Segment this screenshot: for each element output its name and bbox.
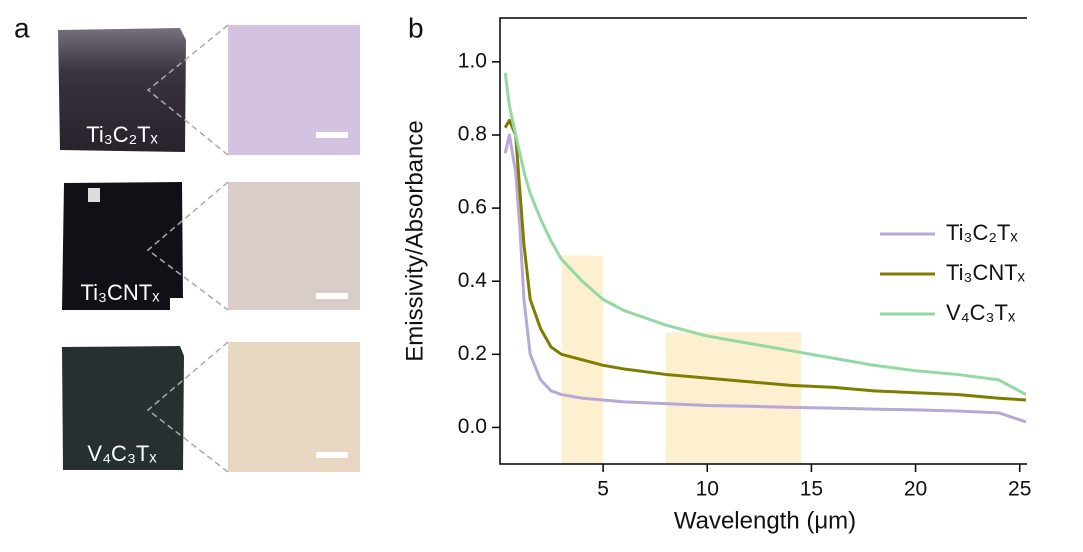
y-tick-label: 0.4	[458, 269, 488, 292]
y-tick-label: 0.8	[458, 123, 487, 146]
data-line	[503, 118, 1027, 402]
sample-label: Ti₃CNTₓ	[81, 280, 161, 305]
x-tick-label: 25	[1008, 478, 1031, 501]
axis-frame	[499, 17, 1027, 465]
sample-label: Ti₃C₂Tₓ	[86, 122, 158, 147]
photo-corner	[170, 298, 184, 310]
data-line	[503, 133, 1027, 424]
x-tick-label: 15	[800, 478, 823, 501]
photo	[58, 28, 186, 152]
micrograph	[228, 342, 360, 472]
x-tick-label: 5	[597, 478, 609, 501]
x-tick-label: 20	[904, 478, 927, 501]
zoom-lines	[146, 24, 229, 473]
sample-label: V₄C₃Tₓ	[87, 441, 157, 466]
y-tick-label: 0.0	[458, 415, 487, 438]
panel-label: b	[408, 12, 424, 43]
photo-glare	[88, 188, 100, 202]
legend-label: Ti₃CNTₓ	[946, 260, 1026, 285]
legend-label: Ti₃C₂Tₓ	[946, 220, 1018, 245]
scale-bar	[316, 293, 348, 299]
y-tick-label: 1.0	[458, 49, 487, 72]
data-line	[503, 72, 1027, 396]
scale-bar	[316, 452, 348, 458]
y-tick-label: 0.2	[458, 342, 487, 365]
photo	[62, 346, 184, 470]
panel-label: a	[14, 12, 30, 43]
scale-bar	[316, 132, 348, 138]
y-tick-label: 0.6	[458, 196, 487, 219]
y-axis-label: Emissivity/Absorbance	[401, 120, 428, 361]
photo	[62, 182, 183, 310]
x-axis-label: Wavelength (μm)	[674, 507, 856, 534]
legend-label: V₄C₃Tₓ	[946, 300, 1016, 325]
photos: Ti₃C₂Tₓ Ti₃CNTₓ V₄C₃Tₓ	[58, 24, 360, 473]
highlight-band	[665, 332, 801, 464]
micrograph	[228, 182, 360, 310]
x-tick-label: 10	[696, 478, 719, 501]
